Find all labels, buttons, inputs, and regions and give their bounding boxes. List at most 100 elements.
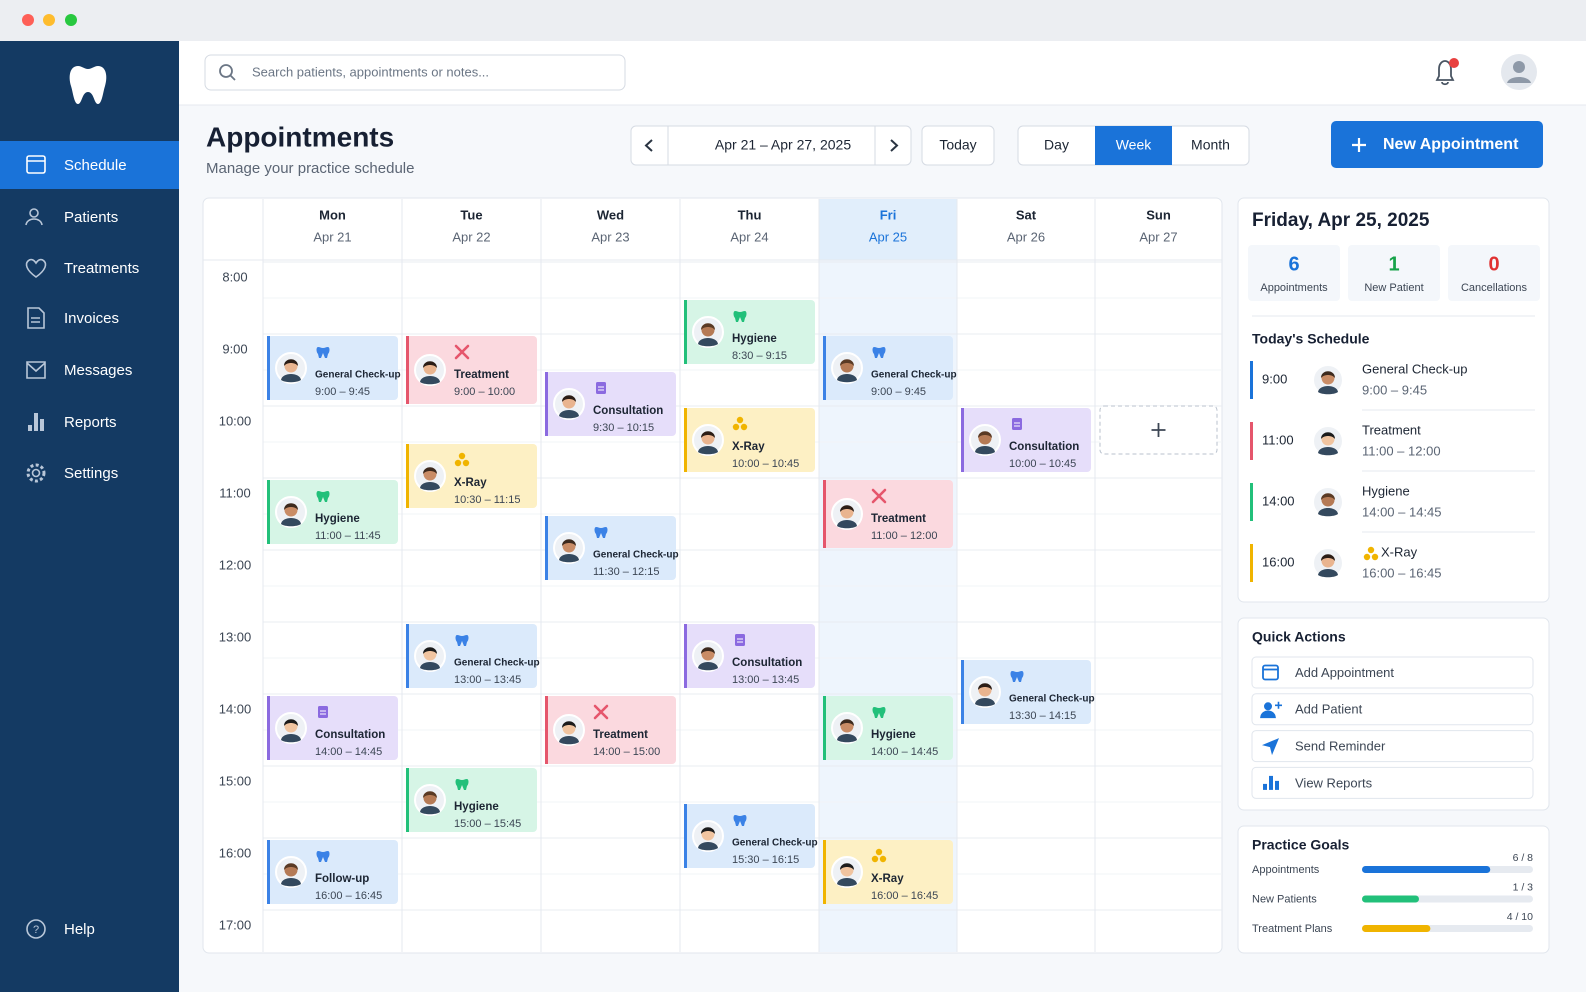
appointment[interactable]: General Check-up 13:30 – 14:15	[961, 660, 1095, 724]
appointment[interactable]: Treatment 9:00 – 10:00	[406, 336, 537, 404]
new-appointment-button[interactable]	[1331, 121, 1543, 168]
avatar-hair	[562, 539, 576, 546]
appointment[interactable]: Consultation 14:00 – 14:45	[267, 696, 398, 760]
type-icon	[462, 459, 470, 467]
appointment-bg	[267, 336, 398, 400]
nav-item[interactable]: Messages	[26, 361, 132, 379]
quick-action-box	[1251, 656, 1534, 689]
stat-value: 1	[1388, 253, 1399, 275]
avatar-body	[698, 446, 718, 455]
stat-value: 0	[1488, 253, 1499, 275]
day-date: Apr 25	[869, 229, 907, 244]
minimize-dot[interactable]	[43, 14, 55, 26]
time-label: 12:00	[219, 557, 252, 572]
search-box[interactable]	[204, 54, 626, 91]
avatar-body	[698, 842, 718, 851]
avatar-hair	[423, 467, 437, 474]
nav-item[interactable]: Settings	[26, 463, 118, 483]
avatar-body	[1318, 447, 1338, 456]
nav-item[interactable]: Invoices	[27, 307, 119, 329]
appointment-title: X-Ray	[454, 477, 487, 489]
prev-button[interactable]	[644, 139, 653, 152]
appointment-accent	[823, 480, 826, 548]
appointment-time: 11:00 – 11:45	[315, 530, 381, 542]
appointment[interactable]: Hygiene 8:30 – 9:15	[684, 300, 815, 364]
nav-item[interactable]: Patients	[25, 208, 118, 226]
stat-label: New Patient	[1364, 282, 1423, 294]
appointment-time: 9:30 – 10:15	[593, 422, 654, 434]
appointment-title: Hygiene	[454, 801, 499, 813]
schedule-item[interactable]: 11:00 Treatment 11:00 – 12:00	[1250, 422, 1535, 472]
appointment[interactable]: Follow-up 16:00 – 16:45	[267, 840, 398, 904]
appointment[interactable]: Treatment 14:00 – 15:00	[545, 696, 676, 764]
quick-action[interactable]: Send Reminder	[1251, 730, 1534, 763]
appointment[interactable]: Consultation 13:00 – 13:45	[684, 624, 815, 688]
time-label: 16:00	[219, 845, 252, 860]
new-appointment-label: New Appointment	[1383, 136, 1519, 153]
appointment-title: Consultation	[315, 729, 385, 741]
type-icon	[733, 815, 747, 826]
next-button[interactable]	[890, 139, 899, 152]
appointment[interactable]: General Check-up 9:00 – 9:45	[823, 336, 957, 400]
appointment[interactable]: Consultation 10:00 – 10:45	[961, 408, 1091, 472]
quick-action[interactable]: Add Patient	[1251, 693, 1534, 726]
appointment[interactable]: X-Ray 10:00 – 10:45	[684, 408, 815, 472]
appointment[interactable]: General Check-up 15:30 – 16:15	[684, 804, 818, 868]
schedule-accent	[1250, 483, 1253, 521]
appointment[interactable]: Hygiene 11:00 – 11:45	[267, 480, 398, 544]
appointment[interactable]: General Check-up 13:00 – 13:45	[406, 624, 540, 688]
time-label: 13:00	[219, 629, 252, 644]
appointment-title: Hygiene	[871, 729, 916, 741]
view-option[interactable]: Week	[1116, 137, 1153, 153]
appointment[interactable]: Consultation 9:30 – 10:15	[545, 372, 676, 436]
qa-icon	[1262, 664, 1279, 681]
appointment-title: Treatment	[871, 513, 926, 525]
avatar-body	[281, 518, 301, 527]
schedule-item[interactable]: 16:00 X-Ray 16:00 – 16:45	[1250, 544, 1442, 582]
appointment[interactable]: Hygiene 15:00 – 15:45	[406, 768, 537, 832]
appointment-time: 11:30 – 12:15	[593, 566, 659, 578]
schedule-item[interactable]: 9:00 General Check-up 9:00 – 9:45	[1250, 361, 1535, 411]
appointment[interactable]: General Check-up 9:00 – 9:45	[267, 336, 401, 400]
nav-item[interactable]: Schedule	[0, 141, 179, 189]
view-option[interactable]: Month	[1191, 137, 1230, 153]
stat-box	[1448, 245, 1540, 301]
notification-bell[interactable]	[1435, 60, 1455, 86]
appointment[interactable]: X-Ray 16:00 – 16:45	[823, 840, 953, 904]
close-dot[interactable]	[22, 14, 34, 26]
nav-icon	[29, 208, 39, 218]
appointment-accent	[684, 624, 687, 688]
help-item[interactable]: ? Help	[26, 919, 95, 939]
appointment[interactable]: X-Ray 10:30 – 11:15	[406, 444, 537, 508]
appointment-title: Consultation	[732, 657, 802, 669]
day-name: Sat	[1016, 207, 1037, 222]
appointment[interactable]: Treatment 11:00 – 12:00	[823, 480, 953, 548]
appointment-bg	[406, 336, 537, 404]
zoom-dot[interactable]	[65, 14, 77, 26]
nav-icon	[40, 419, 44, 431]
appointment-bg	[823, 336, 953, 400]
search-icon	[219, 64, 233, 78]
quick-actions-title: Quick Actions	[1252, 629, 1346, 645]
avatar-hair	[840, 719, 854, 726]
avatar-hair	[978, 683, 992, 690]
summary-title: Friday, Apr 25, 2025	[1252, 210, 1430, 231]
view-option[interactable]: Day	[1044, 137, 1069, 153]
quick-action[interactable]: View Reports	[1251, 766, 1534, 799]
goal-label: 1 / 3	[1513, 881, 1534, 893]
type-icon	[733, 311, 747, 322]
appointment-accent	[684, 300, 687, 364]
nav-item[interactable]: Reports	[28, 413, 117, 431]
nav-item[interactable]: Treatments	[25, 258, 140, 278]
today-button[interactable]	[921, 125, 995, 166]
goal-bar	[1362, 895, 1419, 903]
appointment-time: 11:00 – 12:00	[871, 530, 937, 542]
appointment[interactable]: General Check-up 11:30 – 12:15	[545, 516, 679, 580]
schedule-item[interactable]: 14:00 Hygiene 14:00 – 14:45	[1250, 483, 1535, 533]
appointment[interactable]: Hygiene 14:00 – 14:45	[823, 696, 953, 760]
quick-action[interactable]: Add Appointment	[1251, 656, 1534, 689]
appointment-bg	[684, 300, 815, 364]
appointment-time: 14:00 – 14:45	[871, 746, 938, 758]
appointment-title: Follow-up	[315, 873, 369, 885]
